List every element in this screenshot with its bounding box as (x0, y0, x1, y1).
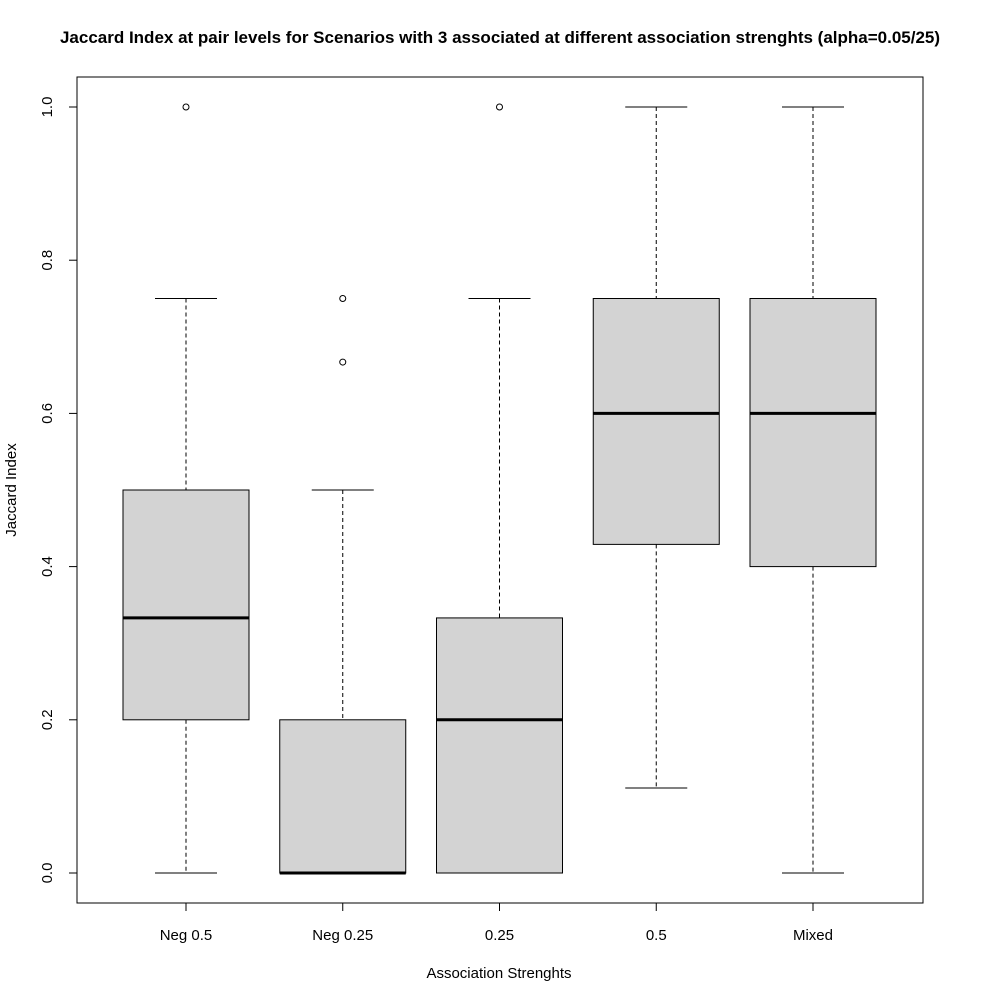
y-tick-label: 1.0 (39, 97, 56, 118)
x-tick-label: Mixed (793, 927, 833, 944)
chart-title: Jaccard Index at pair levels for Scenari… (59, 28, 941, 47)
box-iqr (592, 298, 720, 545)
x-axis: Neg 0.5 Neg 0.25 0.25 0.5 Mixed (160, 902, 833, 944)
y-tick-label: 0.6 (39, 403, 56, 424)
box-iqr (749, 298, 877, 568)
outlier-point (339, 358, 347, 366)
x-tick-label: 0.25 (485, 927, 514, 944)
y-axis-label: Jaccard Index (3, 443, 20, 537)
y-tick-label: 0.4 (39, 556, 56, 577)
outlier-point (182, 103, 190, 111)
x-tick-label: Neg 0.25 (312, 927, 373, 944)
y-tick-label: 0.0 (39, 863, 56, 884)
outlier-point (339, 295, 347, 302)
box-iqr (122, 489, 250, 721)
y-axis: 0.0 0.2 0.4 0.6 0.8 1.0 (39, 97, 78, 884)
outlier-point (496, 103, 503, 111)
y-tick-label: 0.2 (39, 709, 56, 730)
box-0.5 (592, 106, 720, 789)
x-tick-label: 0.5 (646, 927, 667, 944)
box-neg-0.25 (279, 295, 407, 875)
y-tick-label: 0.8 (39, 250, 56, 271)
x-axis-label: Association Strenghts (426, 965, 571, 981)
box-iqr (279, 719, 407, 874)
boxes-group (122, 103, 877, 875)
box-mixed (749, 106, 877, 874)
x-tick-label: Neg 0.5 (160, 927, 213, 944)
box-neg-0.5 (122, 103, 250, 874)
box-iqr (436, 617, 563, 874)
box-0.25 (436, 103, 563, 874)
